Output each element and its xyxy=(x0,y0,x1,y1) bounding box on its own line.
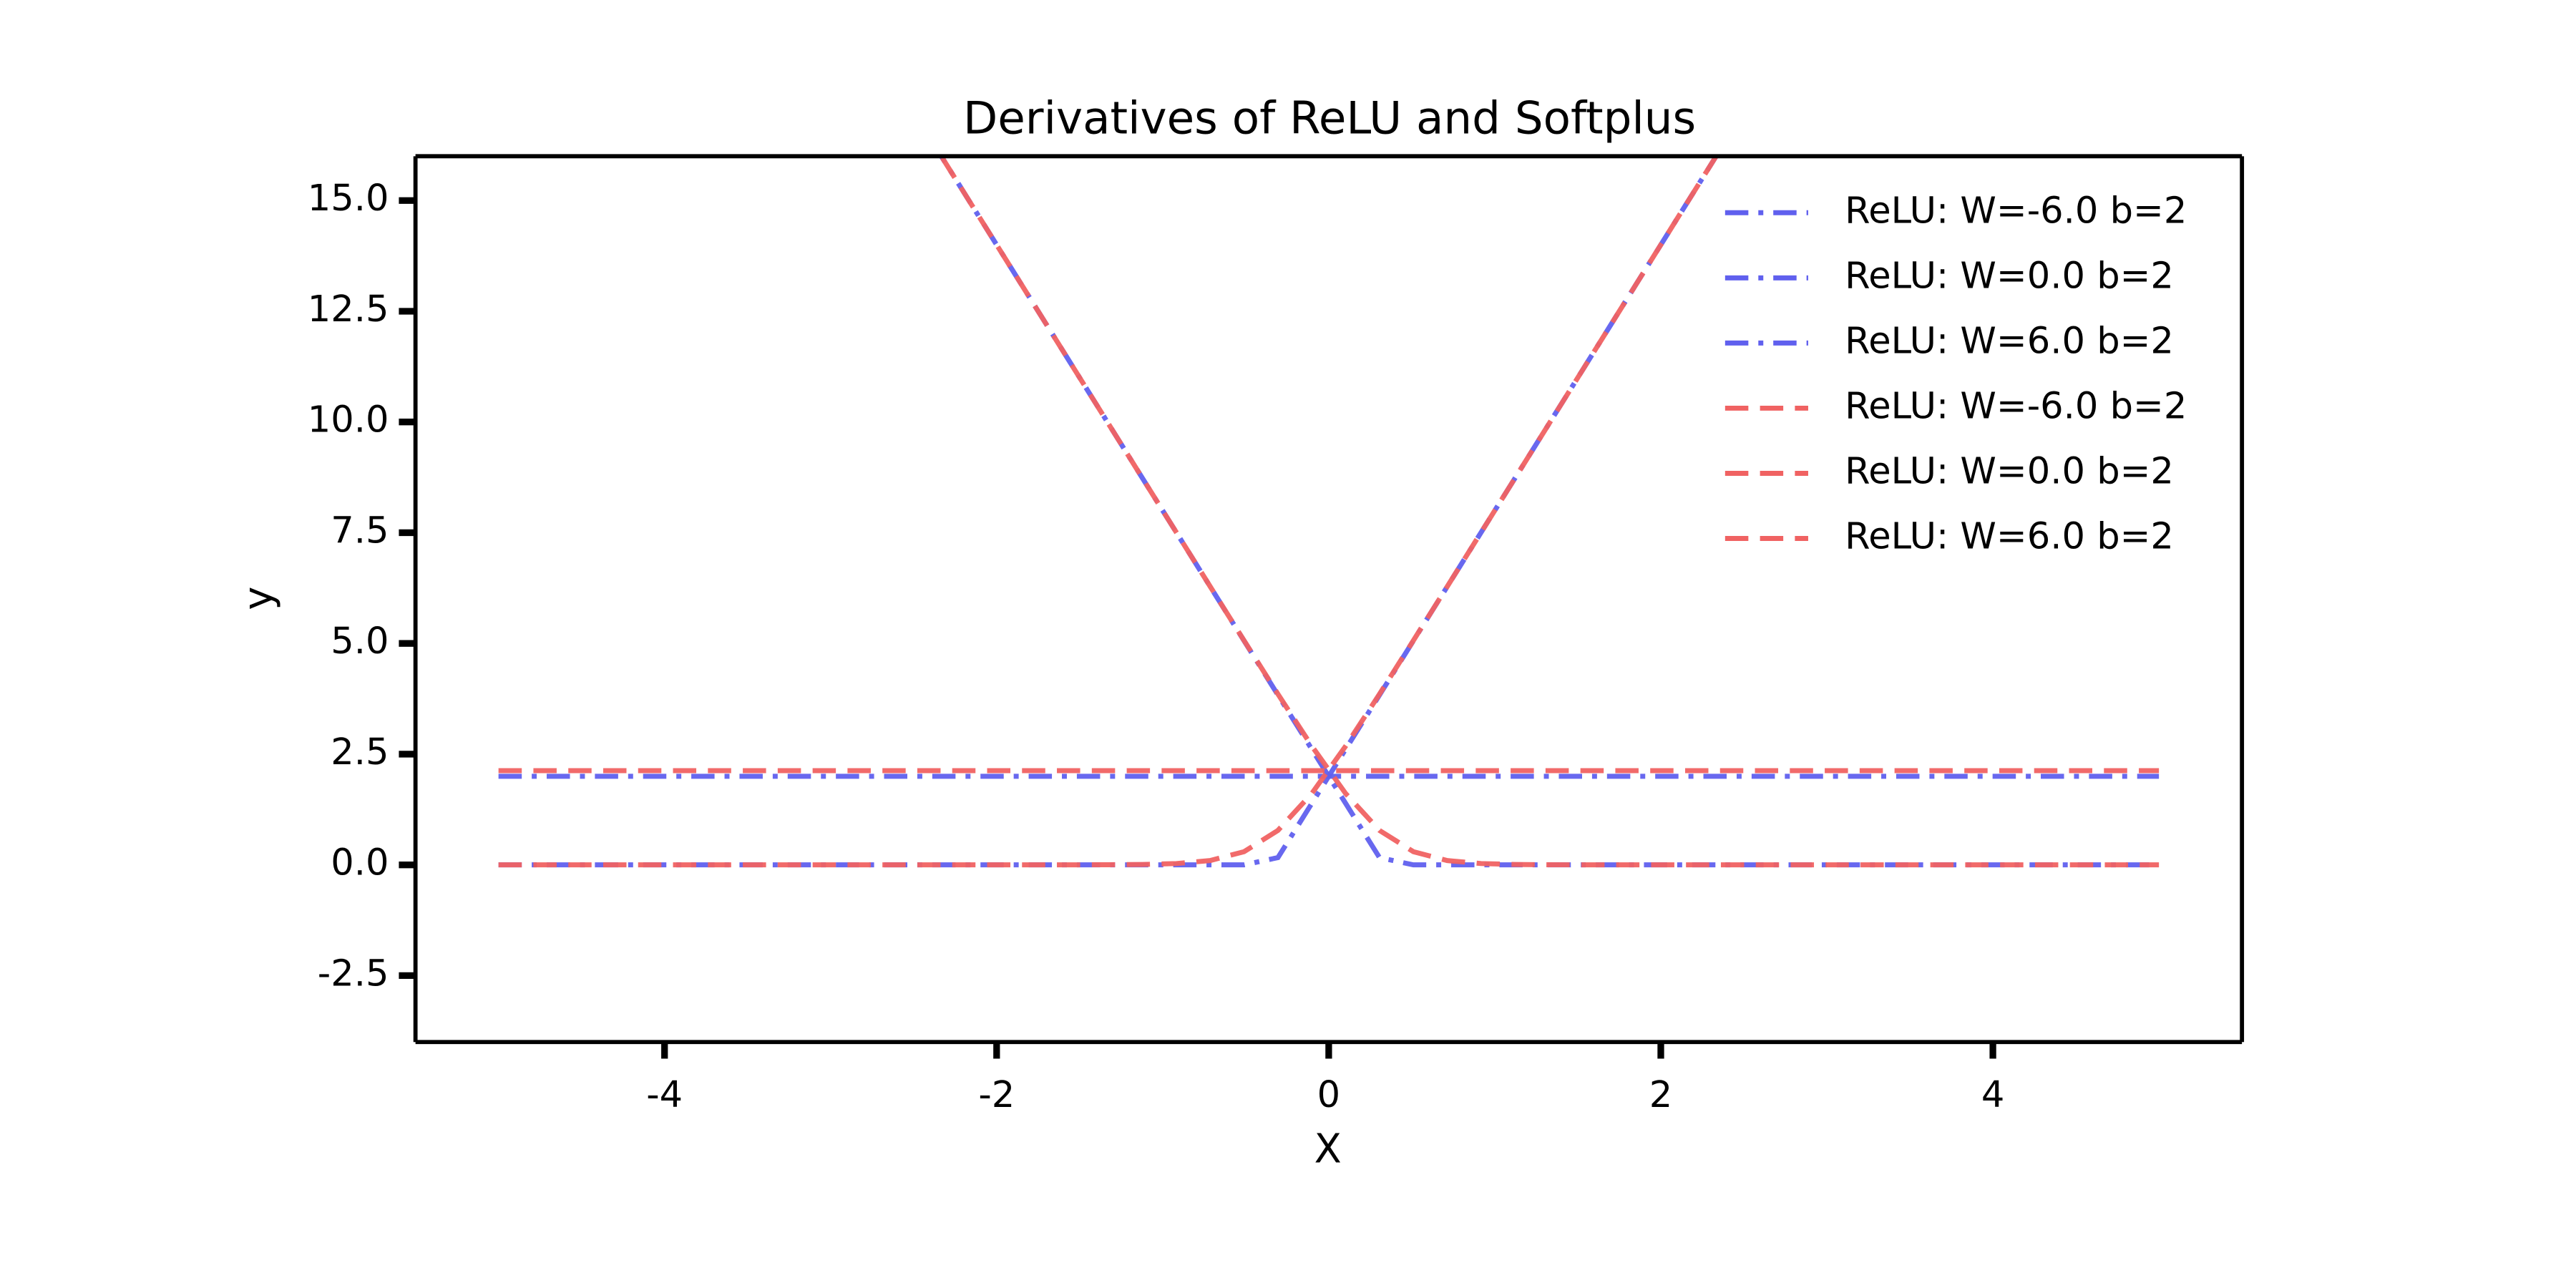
x-tick-label: 0 xyxy=(1317,1074,1341,1116)
legend-label: ReLU: W=-6.0 b=2 xyxy=(1845,190,2187,232)
x-tick-label: 4 xyxy=(1981,1074,2005,1116)
x-tick-label: -2 xyxy=(978,1074,1015,1116)
series-line xyxy=(938,156,2160,868)
x-tick-label: -4 xyxy=(646,1074,683,1116)
x-tick-label: 2 xyxy=(1649,1074,1672,1116)
legend-label: ReLU: W=0.0 b=2 xyxy=(1845,255,2174,297)
plot-area xyxy=(498,156,2160,868)
y-tick-label: 0.0 xyxy=(331,842,389,884)
series-line xyxy=(498,156,1719,868)
y-tick-label: 2.5 xyxy=(331,731,389,774)
y-tick-label: 12.5 xyxy=(308,288,389,331)
x-axis-label: X xyxy=(1314,1126,1342,1173)
y-tick-label: -2.5 xyxy=(318,952,389,995)
y-tick-label: 15.0 xyxy=(308,177,389,220)
legend-label: ReLU: W=6.0 b=2 xyxy=(1845,516,2174,558)
y-axis-label: y xyxy=(235,587,282,610)
y-tick-label: 10.0 xyxy=(308,399,389,441)
legend-label: ReLU: W=-6.0 b=2 xyxy=(1845,385,2187,427)
y-tick-label: 7.5 xyxy=(331,509,389,552)
chart-title: Derivatives of ReLU and Softplus xyxy=(963,92,1696,145)
legend-label: ReLU: W=0.0 b=2 xyxy=(1845,450,2174,492)
legend-label: ReLU: W=6.0 b=2 xyxy=(1845,320,2174,362)
y-tick-label: 5.0 xyxy=(331,620,389,663)
